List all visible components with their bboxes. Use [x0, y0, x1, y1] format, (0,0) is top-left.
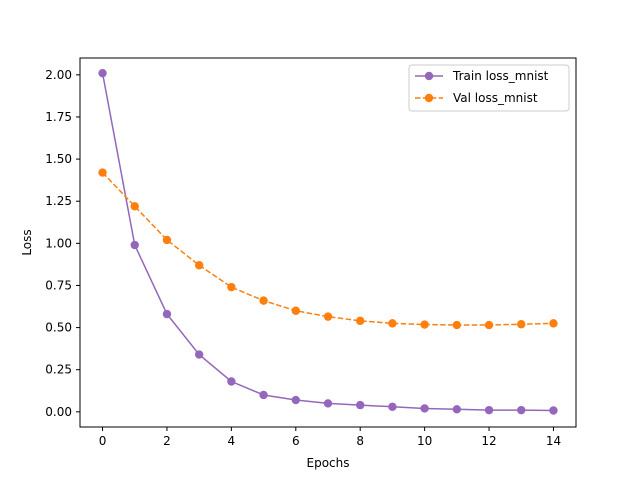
data-point-train-12 [484, 405, 494, 415]
data-point-train-5 [259, 390, 268, 400]
y-tick-label-8: 2.00 [45, 68, 72, 82]
y-tick-label-3: 0.75 [45, 278, 72, 292]
data-point-val-4 [227, 282, 236, 292]
x-tick-label-6: 12 [481, 434, 496, 448]
legend-box [408, 64, 570, 112]
data-point-train-7 [323, 399, 333, 408]
data-point-train-9 [388, 402, 397, 411]
data-point-train-10 [420, 404, 429, 413]
x-tick-label-2: 4 [228, 434, 236, 448]
data-point-train-14 [549, 406, 558, 415]
legend: Train loss_mnist Val loss_mnist [408, 64, 570, 112]
data-point-val-2 [162, 235, 172, 245]
legend-entry-train: Train loss_mnist [415, 69, 549, 83]
series-layer [98, 68, 558, 415]
data-point-val-10 [420, 320, 429, 329]
data-point-train-11 [452, 405, 462, 414]
series-line-val [102, 172, 554, 326]
data-point-val-7 [323, 312, 333, 321]
data-point-val-6 [291, 306, 300, 315]
legend-marker-train [424, 71, 434, 81]
data-point-val-5 [259, 296, 268, 305]
data-point-val-1 [130, 202, 139, 211]
plot-frame [79, 57, 577, 428]
data-point-val-9 [388, 319, 397, 328]
x-tick-label-3: 6 [292, 434, 300, 448]
x-tick-label-1: 2 [163, 434, 171, 448]
data-point-train-6 [291, 395, 300, 405]
data-point-train-1 [130, 240, 139, 250]
legend-marker-val [424, 93, 434, 103]
data-point-val-0 [98, 168, 107, 177]
y-axis-label: Loss [20, 229, 34, 255]
x-tick-label-7: 14 [546, 434, 561, 448]
data-point-train-13 [517, 405, 526, 415]
data-point-val-8 [356, 316, 365, 326]
y-tick-label-6: 1.50 [45, 152, 72, 166]
data-point-train-2 [162, 309, 172, 319]
y-tick-label-5: 1.25 [45, 194, 72, 208]
data-point-val-3 [194, 261, 204, 270]
data-point-val-12 [484, 320, 494, 330]
legend-label-val: Val loss_mnist [453, 91, 538, 105]
y-tick-label-0: 0.00 [45, 405, 72, 419]
y-tick-label-4: 1.00 [45, 236, 72, 250]
y-tick-label-2: 0.50 [45, 321, 72, 335]
data-point-train-4 [227, 377, 236, 386]
data-point-val-14 [549, 319, 558, 328]
x-tick-label-5: 10 [417, 434, 432, 448]
x-tick-label-0: 0 [99, 434, 107, 448]
data-point-train-8 [356, 400, 365, 410]
ticks-layer: 0 2 4 6 8 10 12 14 0.00 0.25 0.50 0.75 1.00 1.25 1.50 1… [45, 68, 561, 448]
data-point-train-0 [98, 68, 107, 78]
data-point-train-3 [194, 350, 204, 359]
data-point-val-11 [452, 320, 462, 330]
legend-label-train: Train loss_mnist [452, 69, 549, 83]
x-axis-label: Epochs [307, 456, 350, 470]
y-tick-label-1: 0.25 [45, 363, 72, 377]
y-tick-label-7: 1.75 [45, 110, 72, 124]
data-point-val-13 [517, 320, 526, 329]
x-tick-label-4: 8 [356, 434, 364, 448]
legend-entry-val: Val loss_mnist [415, 91, 538, 105]
